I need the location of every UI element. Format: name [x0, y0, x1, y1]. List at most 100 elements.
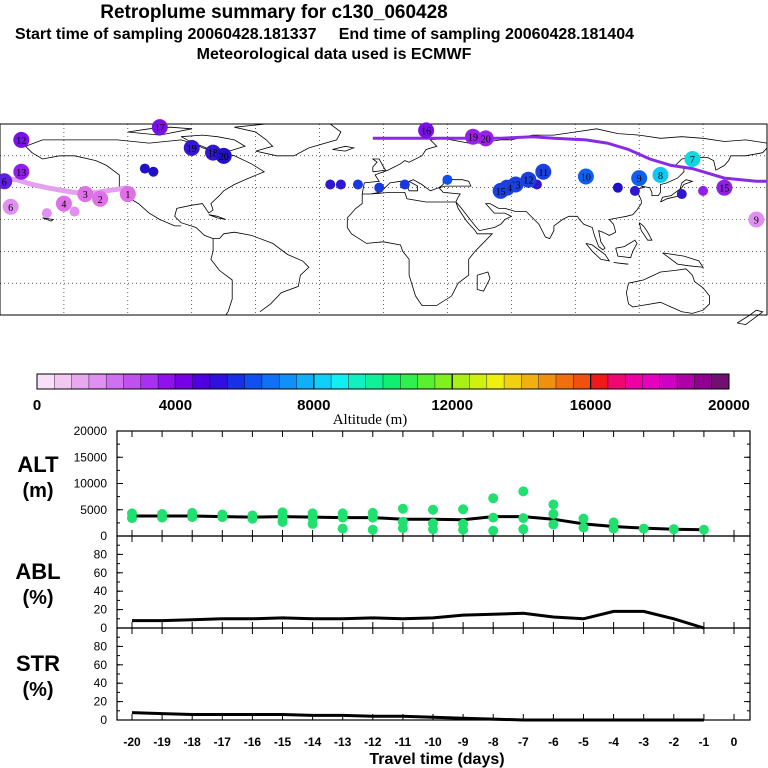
colorbar-segment — [261, 374, 280, 389]
coastline — [585, 243, 611, 262]
altitude-point — [518, 524, 529, 535]
plume-marker-label: 18 — [208, 149, 218, 160]
plot-title: Retroplume summary for c130_060428 — [100, 2, 448, 23]
plume-marker-label: 20 — [219, 152, 229, 163]
coastline — [234, 123, 342, 157]
x-tick-label: -13 — [334, 735, 352, 749]
coastline — [127, 126, 192, 136]
start-time-label: Start time of sampling 20060428.181337 — [15, 26, 317, 43]
plume-marker — [631, 170, 648, 187]
y-tick-label: 0 — [100, 713, 107, 727]
altitude-point — [397, 523, 408, 534]
x-axis-label: Travel time (days) — [369, 751, 504, 768]
colorbar-segment — [469, 374, 488, 389]
plume-marker-label: 9 — [754, 216, 759, 227]
sampling-times: Start time of sampling 20060428.181337 E… — [15, 26, 768, 44]
panel-unit-label: (%) — [22, 679, 53, 701]
colorbar-tick-label: 0 — [33, 397, 41, 414]
colorbar-segment — [244, 374, 263, 389]
altitude-point — [518, 486, 529, 497]
plume-marker — [535, 163, 552, 180]
colorbar-segment — [711, 374, 730, 389]
altitude-point — [187, 512, 198, 523]
plume-marker-label: 3 — [83, 190, 88, 201]
coastline — [346, 194, 363, 228]
altitude-point — [548, 499, 559, 510]
x-tick-label: -14 — [304, 735, 322, 749]
series-line — [132, 609, 705, 630]
colorbar-segment — [158, 374, 176, 389]
end-time-label: End time of sampling 20060428.181404 — [338, 26, 634, 43]
coastline — [332, 145, 356, 152]
x-tick-label: -3 — [638, 735, 649, 749]
x-tick-label: -7 — [518, 735, 529, 749]
colorbar-segment — [642, 374, 661, 389]
colorbar-segment — [37, 374, 55, 389]
x-tick-label: -2 — [668, 735, 679, 749]
altitude-point — [488, 512, 499, 523]
plume-dot — [335, 179, 346, 190]
coastline — [736, 309, 764, 326]
colorbar-tick-label: 12000 — [431, 397, 473, 414]
colorbar-segment — [521, 374, 540, 389]
altitude-point — [217, 512, 228, 523]
colorbar-segment — [348, 374, 367, 389]
series-line — [132, 514, 704, 532]
plume-marker — [492, 182, 509, 199]
altitude-point — [397, 503, 408, 514]
y-tick-label: 20000 — [74, 424, 108, 438]
panel-unit-label: (%) — [22, 587, 53, 609]
plume-marker-label: 12 — [16, 136, 26, 147]
colorbar-segment — [313, 374, 332, 389]
altitude-point — [247, 513, 258, 524]
colorbar-segment — [192, 374, 211, 389]
plume-marker-label: 15 — [496, 187, 506, 198]
colorbar-segment — [556, 374, 574, 389]
plume-marker — [0, 173, 13, 190]
altitude-point — [458, 524, 469, 535]
plume-marker-label: 11 — [538, 168, 548, 179]
y-tick-label: 20 — [94, 603, 108, 617]
x-tick-label: -4 — [608, 735, 619, 749]
plume-marker-label: 9 — [637, 174, 642, 185]
x-tick-label: 0 — [731, 735, 738, 749]
coastline — [615, 239, 638, 259]
plume-marker-label: 12 — [523, 176, 533, 187]
plume-dot — [69, 206, 80, 217]
plume-marker-label: 8 — [658, 171, 663, 182]
plume-dot — [352, 179, 363, 190]
y-tick-label: 5000 — [80, 503, 107, 517]
plume-marker — [748, 211, 765, 228]
altitude-point — [488, 493, 499, 504]
altitude-point — [127, 513, 137, 524]
plume-marker-label: 20 — [481, 134, 491, 145]
x-tick-label: -16 — [244, 735, 262, 749]
y-tick-label: 60 — [94, 658, 108, 672]
colorbar-segment — [573, 374, 592, 389]
colorbar-segment — [607, 374, 626, 389]
x-tick-label: -18 — [184, 735, 202, 749]
x-tick-label: -20 — [123, 735, 141, 749]
plume-marker-label: 19 — [187, 144, 197, 155]
panel-frame — [116, 627, 751, 721]
plume-marker-label: 17 — [155, 123, 165, 134]
altitude-point — [277, 516, 288, 527]
series-line — [131, 711, 704, 722]
coastline — [208, 214, 226, 220]
altitude-point — [428, 504, 438, 515]
x-tick-label: -19 — [153, 735, 171, 749]
altitude-point — [458, 504, 469, 515]
plume-marker — [2, 198, 19, 215]
x-tick-label: -12 — [364, 735, 382, 749]
colorbar-segment — [538, 374, 557, 389]
x-tick-label: -11 — [395, 735, 412, 749]
y-tick-label: 80 — [94, 547, 108, 561]
colorbar-segment — [106, 374, 124, 389]
x-tick-label: -8 — [488, 735, 499, 749]
altitude-point — [157, 512, 168, 523]
altitude-point — [518, 513, 529, 524]
colorbar-segment — [123, 374, 142, 389]
colorbar-segment — [659, 374, 678, 389]
altitude-point — [548, 508, 559, 519]
plume-marker-label: 4 — [61, 200, 66, 211]
